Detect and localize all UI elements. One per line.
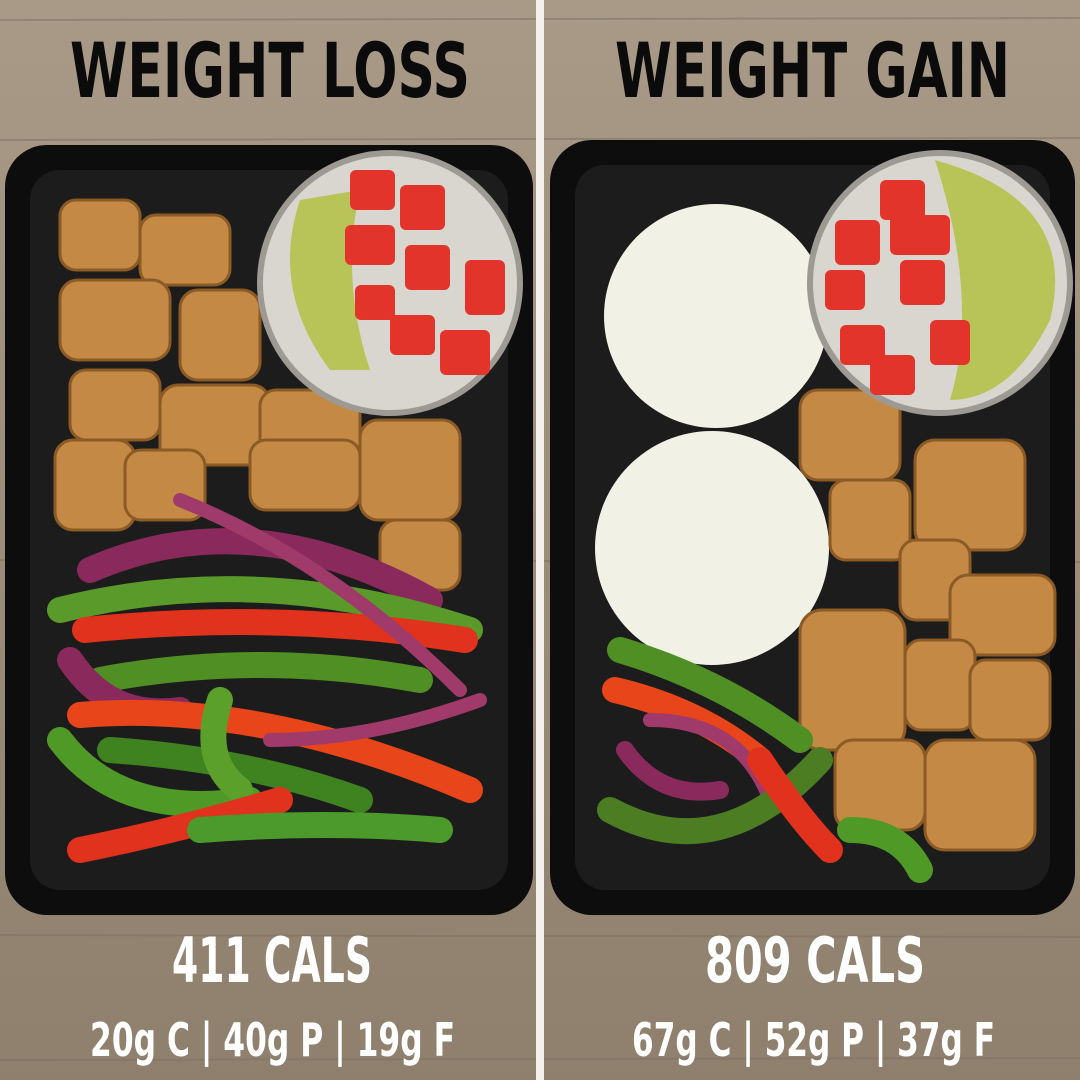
chicken-piece <box>58 278 172 362</box>
chicken-piece <box>923 738 1037 852</box>
salsa-cup <box>257 150 523 416</box>
divider <box>536 0 544 1080</box>
panel-title: WEIGHT GAIN <box>615 26 1010 115</box>
chicken-piece <box>58 198 142 272</box>
macros: 20g C | 40g P | 19g F <box>90 1013 455 1068</box>
tomato <box>825 270 865 310</box>
green-pepper <box>97 737 373 813</box>
green-pepper <box>87 652 433 693</box>
tomato <box>390 315 435 355</box>
green-pepper <box>47 727 263 817</box>
tomato <box>930 320 970 365</box>
tomato <box>890 215 950 255</box>
peppers <box>47 493 487 863</box>
tomato <box>405 245 450 290</box>
tomato <box>880 180 925 220</box>
red-pepper <box>67 699 483 803</box>
peppers <box>597 637 933 883</box>
calories: 809 CALS <box>705 924 925 997</box>
tomato <box>870 355 915 395</box>
tomatoes <box>825 180 970 395</box>
green-pepper <box>837 817 933 883</box>
calories: 411 CALS <box>172 924 372 997</box>
onion-strip <box>616 741 729 801</box>
green-pepper <box>187 812 453 843</box>
onion-strip <box>263 693 487 747</box>
chicken-piece <box>358 418 462 522</box>
tomato <box>350 170 395 210</box>
tomato <box>840 325 885 365</box>
left-panel: WEIGHT LOSS 411 CALS 20g C | 40g P | 19g… <box>5 26 533 1068</box>
tomatoes <box>345 170 505 375</box>
panel-title: WEIGHT LOSS <box>70 26 470 115</box>
chicken <box>53 198 462 592</box>
tomato <box>440 330 490 375</box>
red-pepper <box>67 787 293 863</box>
tomato <box>465 260 505 315</box>
chicken-piece <box>828 478 912 562</box>
tomato <box>345 225 395 265</box>
chicken-piece <box>833 738 927 832</box>
tomato <box>835 220 880 265</box>
chicken-piece <box>178 288 262 382</box>
chicken-piece <box>968 658 1052 742</box>
rice <box>595 431 829 665</box>
green-pepper <box>607 637 813 753</box>
chicken-piece <box>53 438 137 532</box>
chicken-piece <box>68 368 162 442</box>
chicken-piece <box>798 608 907 752</box>
rice <box>604 204 828 428</box>
right-panel: WEIGHT GAIN 809 CALS 67g C | 52g P | 37g… <box>550 26 1075 1068</box>
chicken-piece <box>913 438 1027 552</box>
tomato <box>900 260 945 305</box>
chicken-piece <box>948 573 1057 657</box>
onion-strip <box>173 493 467 697</box>
chicken-piece <box>138 213 232 287</box>
chicken-piece <box>903 638 977 732</box>
chicken <box>798 388 1057 852</box>
chicken-piece <box>248 438 362 512</box>
red-pepper <box>72 609 478 653</box>
macros: 67g C | 52g P | 37g F <box>632 1013 995 1068</box>
red-pepper <box>747 747 843 863</box>
tomato <box>355 285 395 320</box>
green-pepper <box>200 687 253 803</box>
green-pepper <box>597 747 833 845</box>
tomato <box>400 185 445 230</box>
salsa-cup <box>807 150 1073 416</box>
green-pepper <box>47 576 483 643</box>
